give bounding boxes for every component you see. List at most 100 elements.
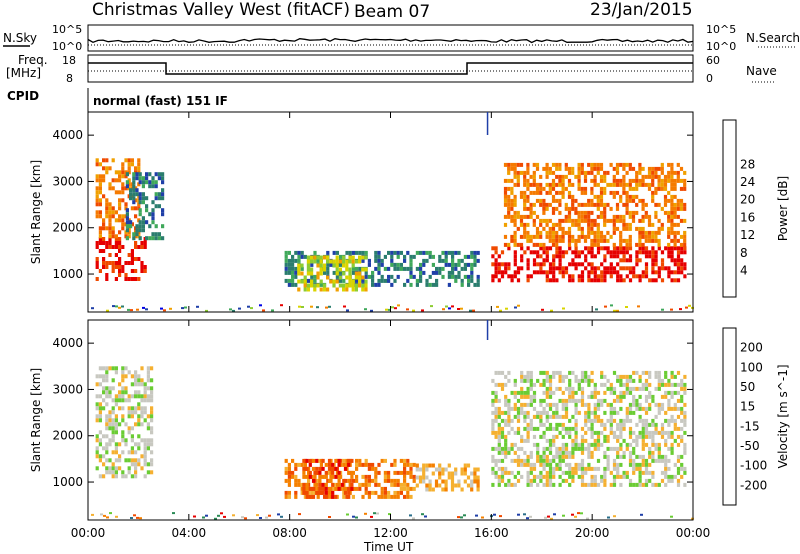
data-cell — [680, 266, 684, 271]
data-cell — [467, 274, 471, 279]
data-cell — [596, 242, 600, 247]
data-cell — [473, 262, 477, 267]
data-cell — [577, 226, 581, 231]
data-cell — [130, 158, 134, 163]
data-cell — [350, 482, 354, 487]
data-cell — [425, 258, 429, 263]
data-cell — [641, 270, 645, 275]
data-cell — [612, 462, 617, 467]
data-cell — [673, 234, 677, 239]
data-cell — [313, 482, 317, 487]
data-cell — [590, 166, 594, 171]
data-cell — [539, 402, 543, 407]
data-cell — [558, 462, 562, 467]
data-cell — [644, 430, 649, 435]
data-cell — [98, 234, 102, 239]
data-cell — [137, 378, 141, 383]
data-cell — [374, 470, 378, 475]
data-cell — [409, 514, 412, 517]
data-cell — [335, 250, 339, 255]
data-cell — [380, 458, 384, 463]
freq-tick-top: 18 — [62, 54, 76, 67]
noise-left-tick-top: 10^5 — [52, 23, 82, 36]
data-cell — [108, 218, 112, 223]
data-cell — [510, 426, 514, 431]
data-cell — [583, 214, 588, 219]
data-cell — [603, 186, 607, 191]
data-cell — [532, 210, 536, 215]
data-cell — [628, 186, 632, 191]
data-cell — [112, 305, 115, 308]
data-cell — [619, 462, 623, 467]
data-cell — [600, 278, 604, 283]
data-cell — [460, 467, 464, 472]
data-cell — [631, 194, 636, 199]
data-cell — [435, 278, 439, 283]
data-cell — [558, 262, 562, 267]
data-cell — [596, 274, 601, 279]
data-cell — [545, 270, 549, 275]
data-cell — [507, 246, 511, 251]
colorbar-tick-label: 20 — [740, 193, 755, 207]
data-cell — [507, 398, 511, 403]
data-cell — [111, 434, 115, 439]
data-cell — [130, 309, 133, 312]
data-cell — [596, 434, 601, 439]
data-cell — [399, 458, 403, 463]
data-cell — [332, 486, 336, 491]
data-cell — [644, 478, 649, 483]
data-cell — [561, 398, 565, 403]
data-cell — [596, 414, 601, 419]
data-cell — [146, 398, 150, 403]
data-cell — [641, 438, 645, 443]
data-cell — [606, 170, 610, 175]
data-cell — [396, 274, 400, 279]
data-cell — [596, 406, 601, 411]
data-cell — [628, 222, 632, 227]
data-cell — [140, 378, 144, 383]
data-cell — [635, 226, 639, 231]
data-cell — [98, 458, 102, 463]
data-cell — [431, 262, 435, 267]
data-cell — [609, 270, 613, 275]
data-cell — [580, 474, 585, 479]
data-cell — [564, 266, 569, 271]
data-cell — [673, 406, 677, 411]
data-cell — [529, 174, 533, 179]
data-cell — [303, 494, 307, 499]
data-cell — [121, 269, 125, 273]
data-cell — [494, 474, 498, 479]
data-cell — [532, 250, 537, 255]
data-cell — [98, 241, 102, 245]
data-cell — [343, 466, 348, 471]
data-cell — [622, 266, 626, 271]
data-cell — [510, 278, 514, 283]
data-cell — [516, 226, 520, 231]
data-cell — [415, 463, 419, 468]
data-cell — [497, 438, 501, 443]
data-cell — [157, 192, 161, 197]
data-cell — [683, 178, 687, 183]
data-cell — [303, 462, 307, 467]
data-cell — [338, 283, 342, 288]
data-cell — [555, 246, 559, 251]
data-cell — [583, 210, 588, 215]
data-cell — [548, 230, 552, 235]
data-cell — [580, 390, 585, 395]
colorbar-tick-label: 4 — [740, 263, 748, 277]
data-cell — [609, 274, 613, 279]
data-cell — [679, 242, 684, 247]
data-cell — [121, 450, 125, 455]
data-cell — [294, 482, 298, 487]
data-cell — [470, 487, 474, 492]
data-cell — [108, 245, 112, 249]
data-cell — [564, 270, 569, 275]
data-cell — [631, 210, 636, 215]
data-cell — [497, 474, 501, 479]
data-cell — [539, 382, 543, 387]
data-cell — [287, 462, 291, 467]
data-cell — [111, 269, 115, 273]
data-cell — [259, 517, 262, 519]
data-cell — [491, 378, 495, 383]
data-cell — [670, 230, 674, 235]
